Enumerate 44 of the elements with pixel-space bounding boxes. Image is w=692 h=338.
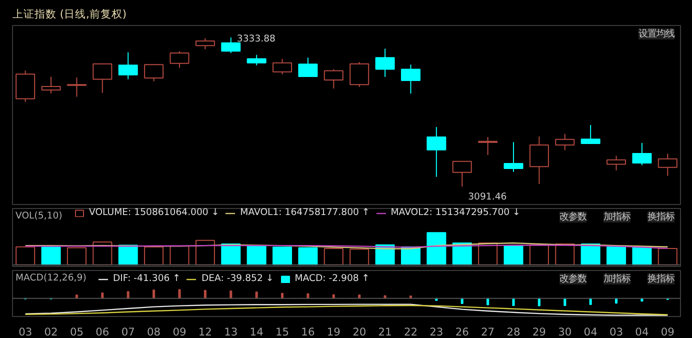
x-tick-label: 26 [455,326,470,338]
text: 加指标 [604,274,630,284]
x-tick-label: 16 [301,326,315,338]
x-tick-label: 02 [44,326,58,338]
x-tick-label: 27 [481,326,495,338]
x-tick-label: 06 [96,326,110,338]
x-tick-label: 29 [532,326,546,338]
x-tick-label: 15 [275,326,290,338]
x-tick-label: 05 [70,326,84,338]
legend-label: MAVOL2: 151347295.700 ↓ [390,207,520,218]
x-tick-label: 12 [198,326,212,338]
legend-label: VOLUME: 150861064.000 ↓ [89,207,220,218]
x-tick-label: 03 [609,326,624,338]
text: 改参数 [560,274,586,284]
x-tick-label: 04 [635,326,649,338]
x-tick-label: 13 [224,326,238,338]
legend-label: MACD: -2.908 ↑ [294,273,370,284]
legend-label: DIF: -41.306 ↑ [113,273,180,284]
x-tick-label: 28 [506,326,520,338]
annotation: 设置均线 [638,28,674,40]
x-tick-label: 09 [172,326,186,338]
annotation: 3333.88 [236,33,276,44]
legend-label: MAVOL1: 164758177.800 ↑ [240,207,370,218]
x-tick-label: 21 [378,326,392,338]
x-tick-label: 20 [352,326,366,338]
x-tick-label: 22 [404,326,418,338]
legend-title: MACD(12,26,9) [16,272,86,284]
x-tick-label: 03 [18,326,32,338]
x-tick-label: 19 [326,326,341,338]
x-tick-label: 04 [584,326,598,338]
x-tick-label: 14 [250,326,264,338]
x-tick-label: 23 [430,326,444,338]
text: 换指标 [648,274,674,284]
x-tick-label: 09 [660,326,675,338]
x-tick-label: 07 [121,326,135,338]
chart-title: 上证指数 (日线,前复权) [12,8,127,20]
x-tick-label: 30 [558,326,572,338]
text: 加指标 [604,212,630,222]
x-tick-label: 08 [147,326,161,338]
annotation: 3091.46 [468,192,507,203]
legend-title: VOL(5,10) [16,210,62,222]
text: 换指标 [648,212,674,222]
legend-label: DEA: -39.852 ↓ [201,273,274,284]
text: 改参数 [560,212,586,222]
